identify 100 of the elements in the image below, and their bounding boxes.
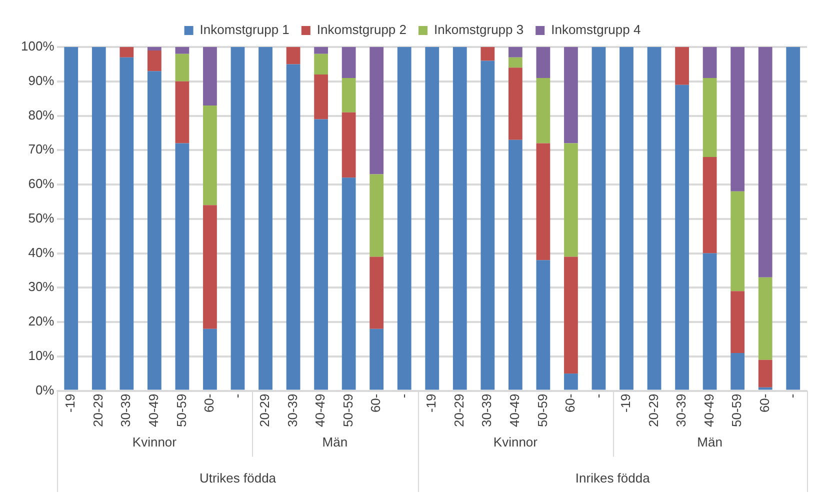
bar bbox=[92, 47, 106, 390]
legend-label: Inkomstgrupp 4 bbox=[551, 22, 641, 38]
x-tick-label: 40-49 bbox=[507, 394, 522, 427]
x-tick-label: 50-59 bbox=[174, 394, 189, 427]
bar bbox=[230, 47, 245, 390]
x-tick-label: -19 bbox=[618, 394, 634, 413]
x-tick-label: 20-29 bbox=[90, 394, 106, 427]
bar bbox=[175, 143, 190, 390]
bar bbox=[342, 78, 356, 112]
x-tick-label: 50-59 bbox=[340, 394, 356, 427]
y-tick-label: 50% bbox=[28, 210, 55, 226]
bar bbox=[758, 47, 772, 278]
bar bbox=[730, 291, 745, 353]
bar bbox=[508, 140, 522, 390]
bar bbox=[452, 47, 467, 390]
y-tick-label: 70% bbox=[28, 142, 55, 157]
x-tick-label: - bbox=[784, 394, 800, 398]
bar bbox=[758, 387, 772, 390]
bar bbox=[702, 253, 717, 390]
bar bbox=[786, 47, 800, 390]
bar bbox=[175, 54, 190, 82]
text: Inrikes födda bbox=[575, 470, 651, 486]
bar bbox=[730, 191, 745, 292]
x-tick-label: 30-39 bbox=[479, 394, 494, 427]
bar bbox=[564, 374, 578, 390]
bar bbox=[120, 57, 134, 390]
y-tick-label: 20% bbox=[28, 314, 55, 329]
bar bbox=[536, 260, 550, 390]
bar bbox=[203, 328, 217, 390]
x-tick-label: -19 bbox=[62, 394, 78, 413]
bar bbox=[647, 47, 662, 390]
bar bbox=[286, 64, 300, 390]
bar bbox=[508, 57, 522, 68]
x-tick-label: 30-39 bbox=[674, 394, 689, 427]
legend-label: Inkomstgrupp 3 bbox=[434, 22, 524, 38]
bar bbox=[675, 84, 689, 390]
bar bbox=[370, 328, 384, 390]
x-tick-label: 30-39 bbox=[284, 394, 300, 427]
bar bbox=[702, 157, 717, 254]
bar bbox=[702, 78, 717, 157]
bar bbox=[730, 47, 745, 192]
bar bbox=[730, 352, 745, 390]
y-tick-label: 100% bbox=[21, 38, 55, 54]
x-tick-label: - bbox=[229, 394, 244, 398]
y-tick-label: 40% bbox=[28, 244, 55, 260]
x-tick-label: 50-59 bbox=[534, 394, 550, 427]
bar bbox=[314, 74, 328, 120]
x-tick-label: 50-59 bbox=[729, 394, 744, 427]
y-tick-label: 60% bbox=[28, 176, 55, 192]
x-tick-label: - bbox=[396, 394, 411, 398]
bar bbox=[314, 119, 328, 390]
bar bbox=[175, 47, 190, 54]
bar bbox=[675, 47, 689, 85]
bar bbox=[64, 47, 78, 390]
bar bbox=[564, 143, 578, 257]
x-tick-label: 60- bbox=[562, 394, 578, 413]
bar bbox=[425, 47, 440, 390]
legend-label: Inkomstgrupp 2 bbox=[316, 22, 407, 38]
text: Kvinnor bbox=[132, 434, 178, 450]
x-tick-label: 40-49 bbox=[146, 394, 162, 427]
bar bbox=[203, 205, 217, 329]
y-tick-label: 30% bbox=[28, 279, 55, 294]
text: Kvinnor bbox=[493, 434, 538, 450]
bar bbox=[203, 47, 217, 106]
bar bbox=[342, 112, 356, 178]
bar bbox=[286, 47, 300, 64]
bar bbox=[175, 81, 190, 144]
bar bbox=[508, 47, 522, 58]
x-tick-label: 40-49 bbox=[701, 394, 716, 427]
x-tick-label: 20-29 bbox=[646, 394, 661, 427]
bar bbox=[536, 143, 550, 260]
bar bbox=[592, 47, 606, 390]
bar bbox=[147, 71, 162, 390]
bar bbox=[620, 47, 634, 390]
x-tick-label: 20-29 bbox=[451, 394, 466, 427]
bar bbox=[120, 47, 134, 58]
x-tick-label: 30-39 bbox=[118, 394, 134, 427]
bar bbox=[370, 256, 384, 329]
bar bbox=[342, 47, 356, 78]
bar bbox=[536, 47, 550, 78]
text: Utrikes födda bbox=[199, 470, 277, 486]
text: Män bbox=[697, 434, 722, 450]
bar bbox=[508, 68, 522, 140]
x-tick-label: 60- bbox=[756, 394, 772, 413]
x-tick-label: -19 bbox=[424, 394, 439, 413]
bar bbox=[370, 47, 384, 174]
y-tick-label: 80% bbox=[28, 107, 55, 122]
bar bbox=[758, 360, 772, 388]
x-tick-label: 40-49 bbox=[312, 394, 328, 427]
bar bbox=[564, 47, 578, 144]
bar bbox=[147, 47, 162, 50]
x-tick-label: - bbox=[590, 394, 606, 398]
bar bbox=[758, 277, 772, 360]
x-tick-label: 60- bbox=[368, 394, 384, 413]
legend-label: Inkomstgrupp 1 bbox=[200, 22, 290, 38]
bar bbox=[480, 47, 495, 61]
y-tick-label: 10% bbox=[28, 348, 55, 363]
bar bbox=[342, 178, 356, 390]
bar bbox=[203, 105, 217, 206]
bar bbox=[258, 47, 272, 390]
